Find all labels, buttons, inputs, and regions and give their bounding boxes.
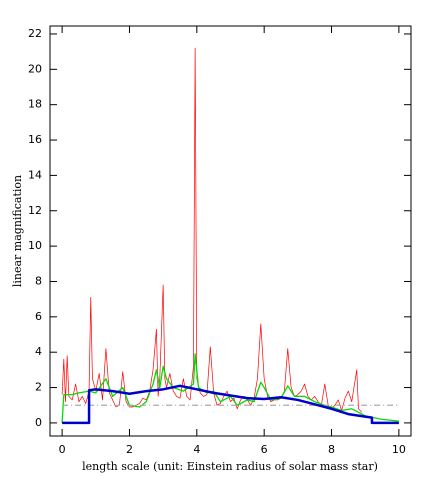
x-tick-label: 10 bbox=[392, 443, 406, 456]
y-tick-label: 16 bbox=[28, 133, 42, 146]
y-tick-label: 20 bbox=[28, 62, 42, 75]
y-tick-label: 8 bbox=[35, 274, 42, 287]
line-series bbox=[61, 353, 399, 423]
x-tick-label: 2 bbox=[126, 443, 133, 456]
x-tick-label: 6 bbox=[261, 443, 268, 456]
y-tick-label: 22 bbox=[28, 27, 42, 40]
y-tick-label: 12 bbox=[28, 204, 42, 217]
y-tick-label: 18 bbox=[28, 98, 42, 111]
y-tick-label: 6 bbox=[35, 310, 42, 323]
plot-frame bbox=[49, 25, 412, 437]
y-tick-label: 0 bbox=[35, 416, 42, 429]
x-tick-label: 0 bbox=[59, 443, 66, 456]
y-axis-label: linear magnification bbox=[11, 175, 24, 287]
y-tick-label: 14 bbox=[28, 168, 42, 181]
y-tick-label: 10 bbox=[28, 239, 42, 252]
x-axis-label: length scale (unit: Einstein radius of s… bbox=[82, 460, 378, 473]
x-tick-label: 4 bbox=[193, 443, 200, 456]
x-tick-label: 8 bbox=[328, 443, 335, 456]
y-tick-label: 2 bbox=[35, 381, 42, 394]
y-tick-label: 4 bbox=[35, 345, 42, 358]
line-series bbox=[61, 47, 363, 413]
line-series bbox=[62, 384, 399, 425]
